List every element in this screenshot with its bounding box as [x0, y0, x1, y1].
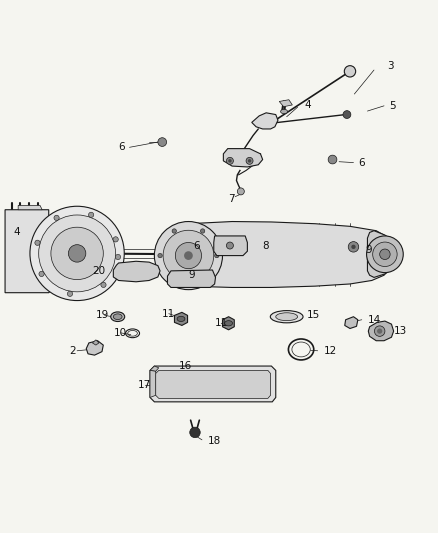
- Polygon shape: [167, 270, 215, 287]
- Ellipse shape: [225, 321, 233, 326]
- Text: 6: 6: [359, 158, 365, 167]
- Text: 9: 9: [188, 270, 195, 280]
- Text: 15: 15: [306, 310, 320, 320]
- Circle shape: [39, 271, 44, 277]
- Circle shape: [348, 241, 359, 252]
- Circle shape: [54, 215, 59, 221]
- Circle shape: [35, 240, 40, 245]
- Text: 11: 11: [215, 318, 228, 328]
- Circle shape: [380, 249, 390, 260]
- Polygon shape: [252, 113, 278, 129]
- Circle shape: [172, 229, 177, 233]
- Circle shape: [373, 242, 397, 266]
- Circle shape: [158, 138, 166, 147]
- Circle shape: [88, 212, 94, 217]
- Circle shape: [154, 222, 223, 289]
- Text: 12: 12: [324, 346, 337, 356]
- Circle shape: [228, 159, 232, 163]
- Circle shape: [377, 328, 382, 334]
- Circle shape: [343, 111, 351, 118]
- Circle shape: [68, 245, 86, 262]
- Ellipse shape: [270, 311, 303, 323]
- Polygon shape: [155, 370, 271, 398]
- Text: 4: 4: [14, 227, 21, 237]
- Polygon shape: [214, 236, 247, 256]
- Circle shape: [374, 326, 385, 336]
- Text: 3: 3: [387, 61, 394, 71]
- Circle shape: [67, 291, 73, 296]
- Circle shape: [172, 278, 177, 282]
- Polygon shape: [180, 222, 394, 287]
- Text: 13: 13: [394, 326, 407, 336]
- Polygon shape: [113, 261, 160, 282]
- Circle shape: [30, 206, 124, 301]
- Text: 19: 19: [96, 310, 109, 320]
- Text: 11: 11: [161, 309, 175, 319]
- Ellipse shape: [113, 314, 122, 320]
- Text: 17: 17: [138, 380, 151, 390]
- Circle shape: [237, 188, 244, 195]
- Polygon shape: [5, 210, 51, 293]
- Polygon shape: [174, 312, 187, 326]
- Polygon shape: [223, 317, 234, 330]
- Circle shape: [184, 251, 193, 260]
- Polygon shape: [368, 321, 394, 341]
- Ellipse shape: [177, 316, 185, 321]
- Ellipse shape: [111, 312, 125, 321]
- Text: 16: 16: [179, 361, 192, 371]
- Circle shape: [101, 282, 106, 287]
- Circle shape: [39, 215, 116, 292]
- Circle shape: [367, 236, 403, 272]
- Polygon shape: [150, 370, 155, 398]
- Text: 6: 6: [119, 142, 125, 152]
- Circle shape: [328, 155, 337, 164]
- Text: 9: 9: [365, 245, 372, 255]
- Ellipse shape: [276, 313, 297, 321]
- Circle shape: [51, 227, 103, 280]
- Circle shape: [226, 157, 233, 164]
- Ellipse shape: [281, 109, 288, 114]
- Circle shape: [175, 243, 201, 269]
- Circle shape: [215, 253, 219, 258]
- Polygon shape: [92, 340, 99, 345]
- Polygon shape: [150, 366, 159, 372]
- Text: 6: 6: [193, 240, 199, 251]
- Circle shape: [226, 242, 233, 249]
- Circle shape: [201, 278, 205, 282]
- Text: 5: 5: [389, 101, 396, 111]
- Text: 2: 2: [70, 346, 76, 356]
- Text: 18: 18: [208, 436, 221, 446]
- Text: 10: 10: [113, 328, 127, 338]
- Circle shape: [163, 230, 214, 281]
- Polygon shape: [223, 149, 263, 167]
- Text: 4: 4: [304, 100, 311, 110]
- Circle shape: [113, 237, 118, 242]
- Polygon shape: [345, 317, 358, 328]
- Circle shape: [344, 66, 356, 77]
- Circle shape: [158, 253, 162, 258]
- Text: 14: 14: [367, 315, 381, 325]
- Circle shape: [190, 427, 200, 438]
- Circle shape: [246, 157, 253, 164]
- Text: 20: 20: [92, 266, 106, 276]
- Polygon shape: [150, 366, 276, 402]
- Circle shape: [248, 159, 251, 163]
- Polygon shape: [279, 100, 292, 107]
- Circle shape: [351, 245, 356, 249]
- Text: 8: 8: [262, 240, 268, 251]
- Polygon shape: [86, 341, 103, 355]
- Circle shape: [201, 229, 205, 233]
- Polygon shape: [18, 205, 42, 210]
- Polygon shape: [367, 231, 401, 277]
- Text: 7: 7: [228, 194, 234, 204]
- Circle shape: [115, 254, 120, 260]
